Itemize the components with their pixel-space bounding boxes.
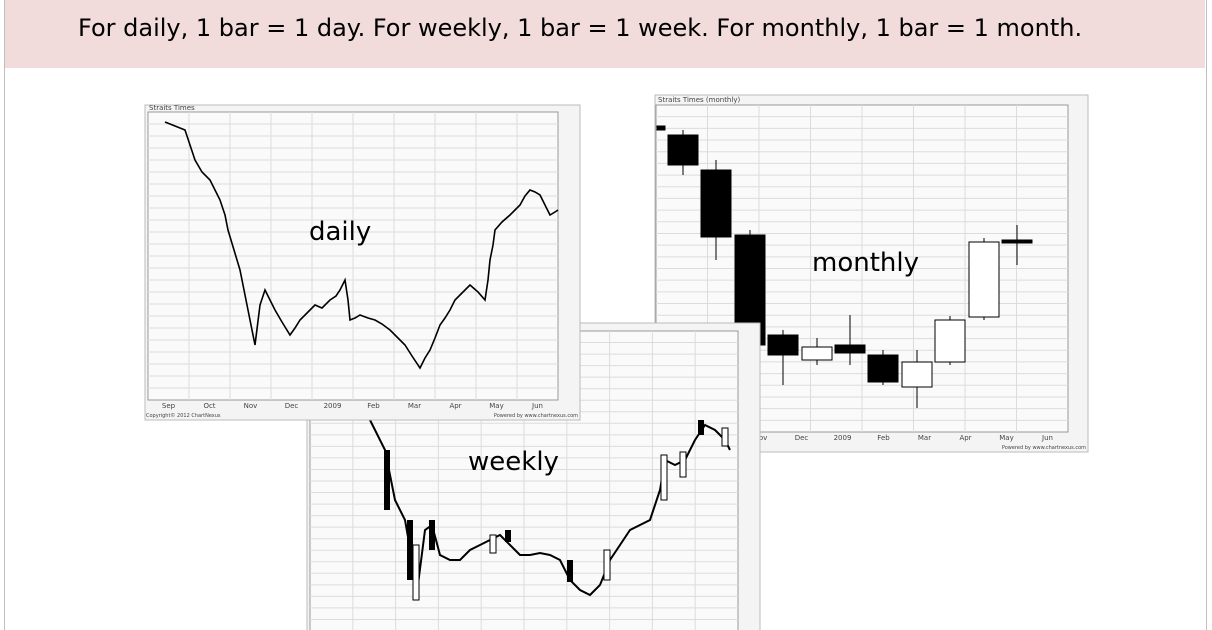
x-axis-label: Apr — [449, 402, 461, 410]
x-axis-label: Mar — [918, 434, 931, 442]
x-axis-label: 2009 — [834, 434, 852, 442]
candle-body — [934, 319, 966, 363]
chart-caption: monthly — [812, 248, 919, 278]
slide-edge — [4, 0, 5, 630]
x-axis-label: May — [999, 434, 1013, 442]
chart-source: Straits Times (monthly) — [658, 96, 740, 104]
candle-body — [867, 354, 899, 383]
candle-body — [1001, 239, 1033, 244]
candle-body — [667, 134, 699, 166]
x-axis-label: Jun — [1041, 434, 1053, 442]
x-axis-label: May — [489, 402, 503, 410]
chart-caption: weekly — [468, 447, 559, 477]
chart-caption: daily — [309, 217, 371, 247]
weekly-candles — [384, 420, 704, 582]
x-axis-label: Feb — [877, 434, 890, 442]
x-axis-label: Nov — [244, 402, 258, 410]
x-axis-label: 2009 — [324, 402, 342, 410]
x-axis-label: Dec — [285, 402, 299, 410]
weekly-candles — [412, 427, 729, 601]
daily-chart: Sep Oct Nov Dec 2009 Feb Mar Apr May Jun Straits … — [144, 104, 581, 421]
chart-footer: Copyright© 2012 ChartNexus — [146, 412, 221, 419]
x-axis-label: Dec — [795, 434, 809, 442]
x-axis-label: Sep — [162, 402, 176, 410]
candle-body — [968, 241, 1000, 318]
candle-body — [834, 344, 866, 354]
x-axis-label: Apr — [959, 434, 971, 442]
candle-body — [700, 169, 732, 238]
slide-edge — [1206, 0, 1207, 630]
x-axis-label: Feb — [367, 402, 380, 410]
header-band: For daily, 1 bar = 1 day. For weekly, 1 … — [5, 0, 1205, 68]
x-axis-label: Mar — [408, 402, 421, 410]
chart-footer: Powered by www.chartnexus.com — [494, 413, 578, 419]
candle-body — [901, 361, 933, 388]
daily-price — [164, 121, 559, 370]
chart-source: Straits Times — [149, 104, 195, 112]
x-axis-label: Oct — [203, 402, 215, 410]
candle-body — [767, 334, 799, 356]
weekly-chart: weekly — [306, 322, 761, 630]
x-axis-label: Jun — [531, 402, 543, 410]
candle-body — [656, 125, 666, 131]
weekly-price — [369, 419, 731, 601]
header-text: For daily, 1 bar = 1 day. For weekly, 1 … — [78, 14, 1083, 42]
chart-footer: Powered by www.chartnexus.com — [1002, 445, 1086, 451]
candle-body — [801, 346, 833, 361]
